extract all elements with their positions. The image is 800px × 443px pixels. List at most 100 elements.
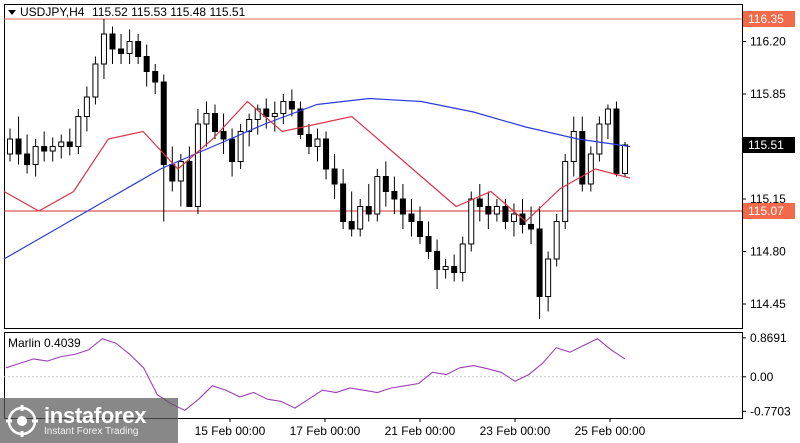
candle <box>7 128 13 162</box>
candle <box>459 236 466 282</box>
candle-body <box>374 176 381 215</box>
y-tick-label: 116.20 <box>750 35 786 49</box>
candle-body <box>587 153 594 185</box>
candle <box>143 44 150 87</box>
candle-body <box>203 113 210 125</box>
symbol-label: USDJPY,H4 <box>20 5 85 19</box>
candle-body <box>331 168 338 185</box>
candle <box>237 124 244 169</box>
candle <box>297 101 304 139</box>
candle <box>434 239 441 289</box>
candle <box>280 94 287 124</box>
candle <box>152 64 159 94</box>
candle <box>32 139 39 177</box>
candle <box>545 251 552 312</box>
candle <box>468 191 475 252</box>
price-tag-label: 116.35 <box>748 12 784 26</box>
candle-body <box>24 153 31 165</box>
candle-body <box>160 81 167 165</box>
watermark-tagline: Instant Forex Trading <box>44 425 139 437</box>
candle <box>323 131 330 180</box>
candle-body <box>553 221 560 260</box>
candle <box>365 184 372 222</box>
candle <box>451 254 458 282</box>
candle-body <box>7 138 13 155</box>
candle-body <box>502 206 509 222</box>
x-tick-label: 15 Feb 00:00 <box>195 424 266 438</box>
candle <box>271 101 278 132</box>
candle <box>485 191 492 229</box>
candle <box>408 199 415 237</box>
x-tick-label: 23 Feb 00:00 <box>480 424 551 438</box>
candle <box>41 131 48 162</box>
candle-body <box>32 146 39 165</box>
candle <box>374 169 381 222</box>
candle-body <box>493 206 500 215</box>
instaforex-logo-icon <box>6 404 38 437</box>
candle-body <box>41 146 48 152</box>
candle <box>24 134 31 174</box>
candle-body <box>399 198 406 215</box>
candle-body <box>468 198 475 245</box>
candle-body <box>83 96 90 117</box>
candle-body <box>604 108 611 125</box>
candle-body <box>58 141 65 147</box>
candle-body <box>476 198 483 207</box>
candle <box>75 109 82 154</box>
candle-body <box>229 138 236 162</box>
moving-average-red-line <box>3 100 631 223</box>
candle <box>613 101 620 177</box>
candle <box>391 176 398 214</box>
candle-body <box>135 41 142 57</box>
candle <box>340 169 347 229</box>
candle-body <box>485 206 492 215</box>
candle <box>562 154 569 229</box>
candle <box>493 199 500 222</box>
candle <box>109 26 116 64</box>
watermark-logo: instaforex Instant Forex Trading <box>0 398 178 443</box>
candle-body <box>314 138 321 147</box>
candle-body <box>357 206 364 230</box>
x-tick-label: 25 Feb 00:00 <box>575 424 646 438</box>
candle <box>203 101 210 147</box>
candle-body <box>391 191 398 200</box>
candle <box>442 259 449 279</box>
candle <box>212 104 218 139</box>
x-tick-label: 21 Feb 00:00 <box>385 424 456 438</box>
candle-body <box>596 123 603 155</box>
candle <box>118 34 125 64</box>
candle-body <box>528 224 535 230</box>
osc-y-tick-label: 0.8691 <box>750 331 787 345</box>
candle <box>83 86 90 132</box>
candle-body <box>75 116 82 147</box>
candle-body <box>451 266 458 273</box>
candle-body <box>613 108 620 174</box>
candle <box>66 128 73 156</box>
candle <box>528 206 535 244</box>
candle <box>92 56 99 105</box>
candle <box>126 29 133 64</box>
candle-body <box>408 213 415 222</box>
candle-body <box>186 161 193 207</box>
candle <box>579 116 586 192</box>
dropdown-triangle-icon <box>8 10 16 15</box>
candle <box>314 128 321 162</box>
candle <box>15 116 22 165</box>
candle <box>425 221 432 259</box>
candle-body <box>237 131 244 162</box>
candle <box>194 109 201 214</box>
candle <box>58 134 65 159</box>
candle-body <box>15 138 22 155</box>
candle-body <box>340 183 347 222</box>
candle <box>135 34 142 64</box>
candle <box>596 116 603 162</box>
candle-body <box>536 228 543 297</box>
candle-body <box>118 48 125 54</box>
candle-body <box>271 113 278 117</box>
candle <box>570 116 577 177</box>
candle <box>553 214 560 267</box>
candle-body <box>194 123 201 207</box>
candle-body <box>109 33 116 50</box>
oscillator-panel-frame <box>4 332 743 419</box>
marlin-line <box>5 338 626 412</box>
